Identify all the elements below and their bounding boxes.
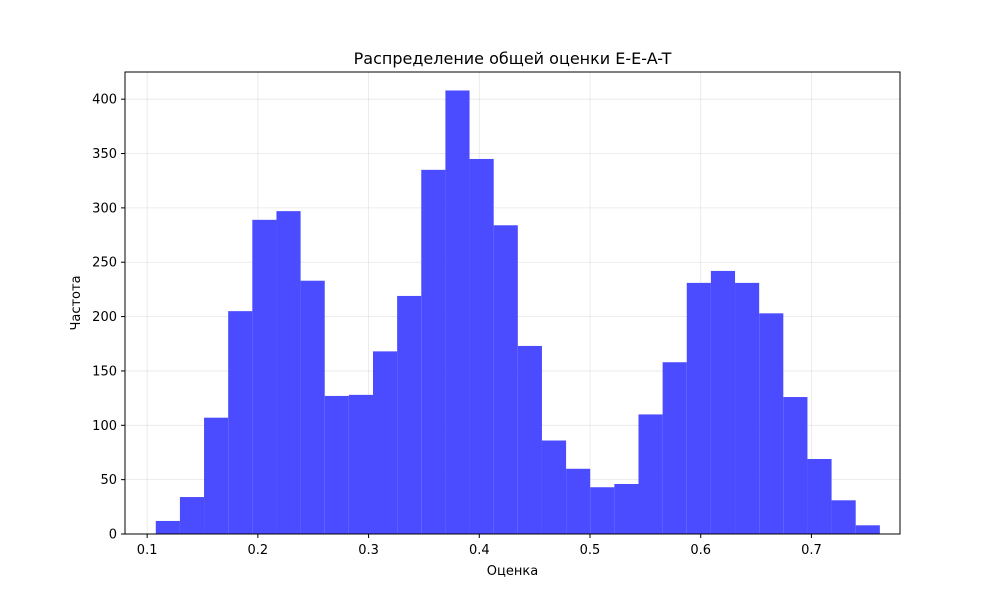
histogram-bar [252, 219, 277, 534]
x-tick-label: 0.2 [248, 543, 269, 558]
histogram-bar [855, 525, 880, 534]
histogram-bar [300, 280, 325, 534]
histogram-bar [614, 483, 639, 534]
histogram-bar [445, 90, 470, 534]
x-tick-label: 0.6 [690, 543, 711, 558]
y-tick-label: 350 [92, 147, 117, 162]
y-tick-label: 400 [92, 93, 117, 108]
histogram-bar [421, 169, 446, 534]
histogram-bar [807, 458, 832, 534]
histogram-bar [710, 270, 736, 534]
y-axis-label: Частота [69, 275, 84, 330]
bars-layer [155, 90, 880, 534]
histogram-bar [276, 211, 301, 534]
histogram-bar [469, 158, 494, 534]
y-tick-label: 150 [92, 364, 117, 379]
x-axis-label: Оценка [487, 564, 538, 579]
histogram-bar [397, 295, 422, 534]
histogram-bar [155, 520, 180, 534]
histogram-bar [566, 468, 591, 534]
histogram-bar [493, 225, 518, 534]
histogram-bar [831, 500, 856, 534]
x-tick-label: 0.4 [469, 543, 490, 558]
histogram-bar [517, 345, 542, 534]
histogram-bar [662, 362, 687, 534]
chart-title: Распределение общей оценки E-E-A-T [354, 49, 672, 68]
histogram-bar [638, 414, 663, 534]
histogram-bar [686, 282, 711, 534]
plot-frame [124, 71, 901, 535]
x-tick-label: 0.1 [137, 543, 158, 558]
y-axis-ticks: 0 50 100 150 200 250 300 350 400 [92, 93, 125, 543]
y-tick-label: 100 [92, 419, 117, 434]
histogram-bar [324, 395, 349, 534]
histogram-bar [735, 282, 760, 534]
y-tick-label: 0 [109, 528, 117, 543]
x-tick-label: 0.7 [801, 543, 822, 558]
histogram-bar [783, 397, 808, 534]
x-axis-ticks: 0.1 0.2 0.3 0.4 0.5 0.6 0.7 [137, 534, 822, 558]
histogram-bar [179, 497, 205, 534]
y-tick-label: 250 [92, 256, 117, 271]
histogram-bar [759, 313, 784, 534]
y-tick-label: 50 [100, 473, 117, 488]
histogram-bar [373, 351, 398, 534]
histogram-bar [541, 440, 567, 534]
histogram-bar [228, 311, 253, 534]
y-tick-label: 200 [92, 310, 117, 325]
histogram-bar [590, 487, 615, 534]
histogram-bar [348, 394, 373, 534]
histogram-bar [204, 417, 229, 534]
x-tick-label: 0.3 [358, 543, 379, 558]
y-tick-label: 300 [92, 201, 117, 216]
x-tick-label: 0.5 [580, 543, 601, 558]
